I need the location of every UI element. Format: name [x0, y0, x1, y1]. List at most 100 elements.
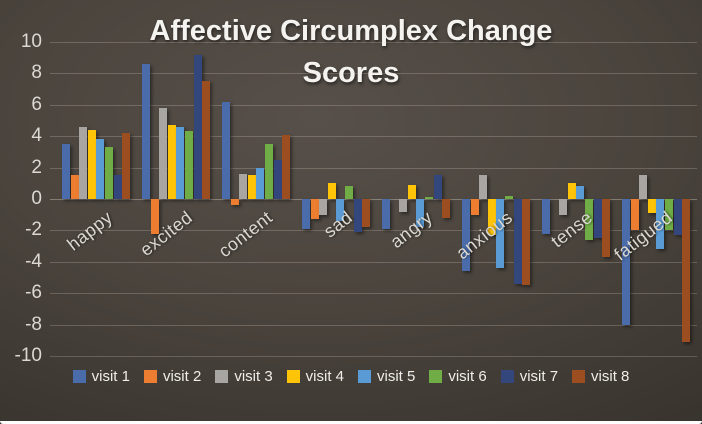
bar-visit5-content [256, 167, 265, 199]
bar-visit1-content [222, 101, 230, 199]
bar-visit6-fatigued [665, 199, 673, 231]
bar-visit6-sad [345, 186, 353, 199]
gridline [50, 104, 697, 106]
plot-area [50, 42, 697, 357]
gridline [50, 136, 697, 138]
bar-visit6-excited [185, 131, 193, 199]
bar-visit4-tense [567, 183, 576, 199]
bar-visit3-anxious [479, 175, 488, 199]
y-tick-label: 10 [20, 31, 42, 52]
legend-label: visit 1 [91, 368, 130, 385]
bar-visit1-angry [382, 199, 390, 229]
bar-visit2-sad [310, 199, 319, 220]
bar-visit4-content [247, 175, 256, 199]
bar-visit3-content [239, 173, 248, 199]
legend-swatch [358, 370, 371, 383]
bar-visit8-excited [202, 81, 211, 199]
bar-visit4-happy [87, 129, 96, 199]
legend-label: visit 3 [234, 368, 273, 385]
bar-visit5-anxious [496, 199, 505, 269]
bar-visit1-excited [142, 63, 150, 199]
gridline [50, 356, 697, 357]
bar-visit7-angry [433, 175, 442, 199]
bar-visit3-tense [559, 199, 568, 215]
bar-visit1-tense [542, 199, 550, 234]
bar-visit3-fatigued [639, 175, 648, 199]
y-tick-label: -2 [25, 219, 42, 241]
legend-item-visit3: visit 3 [215, 368, 273, 385]
bar-visit7-content [273, 159, 282, 199]
bar-visit1-happy [62, 144, 70, 199]
legend-label: visit 5 [377, 368, 416, 385]
legend-label: visit 7 [519, 368, 559, 385]
bar-visit5-sad [336, 199, 345, 221]
bar-visit8-content [282, 134, 291, 199]
bar-visit8-anxious [522, 199, 531, 286]
legend-swatch [143, 370, 157, 383]
bar-visit8-angry [442, 199, 451, 218]
bar-visit3-sad [319, 199, 328, 215]
chart-title: Affective Circumplex Change Scores [101, 10, 601, 94]
bar-visit4-anxious [487, 199, 496, 236]
bar-visit4-excited [167, 125, 176, 199]
gridline [50, 73, 697, 75]
bar-visit2-content [230, 199, 239, 206]
bar-visit7-sad [353, 199, 362, 232]
legend-item-visit7: visit 7 [500, 368, 559, 385]
bar-visit7-tense [593, 199, 602, 239]
bar-visit6-angry [425, 196, 433, 199]
bar-visit5-excited [176, 126, 185, 199]
bar-visit1-sad [302, 199, 310, 229]
y-tick-label: -4 [25, 250, 42, 272]
slide-bottom-edge [0, 421, 702, 424]
bar-visit3-happy [79, 126, 88, 199]
bar-visit4-angry [407, 184, 416, 199]
bar-visit5-angry [416, 199, 425, 228]
bar-visit4-fatigued [647, 199, 656, 214]
bar-visit6-content [265, 144, 273, 199]
chart-title-line2: Scores [302, 57, 400, 89]
bar-visit3-excited [159, 107, 168, 199]
bar-visit1-anxious [462, 199, 470, 272]
bar-visit7-excited [193, 54, 202, 199]
bar-visit4-sad [327, 183, 336, 199]
legend-swatch [572, 370, 586, 383]
y-tick-label: -6 [25, 282, 42, 304]
bar-visit7-fatigued [673, 199, 682, 236]
zero-gridline [50, 199, 697, 200]
bar-visit7-anxious [513, 199, 522, 284]
legend-label: visit 8 [591, 368, 630, 385]
legend-swatch [72, 370, 86, 383]
y-tick-label: -10 [14, 345, 42, 366]
bar-visit8-tense [602, 199, 611, 258]
legend-swatch [286, 370, 300, 383]
legend-label: visit 6 [448, 368, 487, 385]
gridline [50, 42, 697, 43]
legend-label: visit 2 [162, 368, 202, 385]
bar-visit8-fatigued [682, 199, 691, 342]
legend-item-visit5: visit 5 [358, 368, 415, 385]
bar-visit1-fatigued [622, 199, 630, 325]
bar-visit5-fatigued [656, 199, 665, 250]
chart-title-line1: Affective Circumplex Change [149, 15, 553, 47]
y-tick-label: 8 [31, 62, 42, 84]
y-tick-label: 4 [31, 125, 42, 147]
legend-swatch [429, 370, 443, 383]
legend-item-visit8: visit 8 [572, 368, 629, 385]
legend: visit 1 visit 2 visit 3 visit 4 visit 5 visit… [0, 368, 702, 385]
legend-item-visit4: visit 4 [286, 368, 344, 385]
y-tick-label: -8 [25, 313, 42, 335]
gridline [50, 261, 697, 263]
legend-item-visit1: visit 1 [72, 368, 130, 385]
bar-visit6-happy [105, 147, 113, 199]
bar-visit2-happy [70, 175, 79, 199]
bar-visit2-anxious [470, 199, 479, 215]
gridline [50, 324, 697, 326]
legend-swatch [215, 370, 229, 383]
legend-label: visit 4 [305, 368, 344, 385]
bar-visit2-excited [150, 199, 159, 234]
bar-visit6-anxious [505, 195, 513, 199]
bar-visit5-happy [96, 139, 105, 199]
y-tick-label: 2 [31, 156, 42, 178]
bar-visit8-happy [122, 133, 131, 199]
